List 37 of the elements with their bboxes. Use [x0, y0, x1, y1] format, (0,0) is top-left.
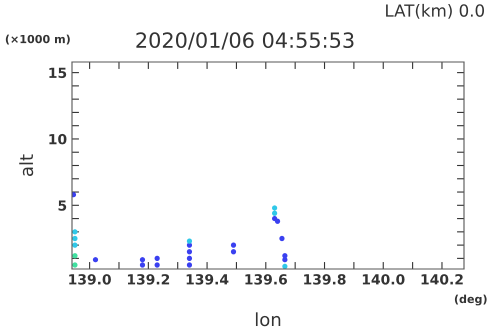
point	[140, 262, 146, 268]
x-tick-label: 139.6	[245, 274, 288, 285]
y-tick-label: 5	[58, 200, 66, 211]
point	[72, 253, 78, 258]
point	[272, 205, 278, 211]
chart-title: 2020/01/06 04:55:53	[136, 32, 354, 50]
point	[282, 253, 288, 258]
point	[154, 256, 160, 261]
point	[282, 264, 288, 269]
point	[230, 249, 236, 254]
point	[186, 249, 192, 254]
text: LAT(km) 0.0	[386, 4, 484, 19]
point	[230, 242, 236, 248]
point	[272, 210, 278, 216]
y-axis-title: alt	[19, 154, 34, 176]
point	[186, 256, 192, 261]
point	[154, 262, 160, 268]
point	[72, 236, 78, 242]
x-tick-label: 140.2	[422, 274, 463, 285]
x-tick-label: 139.8	[304, 274, 346, 285]
point	[186, 262, 192, 268]
point	[279, 236, 285, 242]
x-tick-label: 139.4	[186, 274, 228, 285]
point	[140, 257, 146, 262]
text: (×1000 m)	[6, 34, 70, 45]
y-tick-label: 10	[49, 134, 66, 144]
point	[72, 192, 76, 198]
point	[92, 257, 98, 262]
x-axis-title: lon	[256, 312, 280, 326]
x-tick-label: 140.0	[362, 274, 405, 285]
point	[72, 262, 78, 268]
point	[274, 218, 280, 224]
x-tick-label: 139.2	[128, 274, 170, 285]
text: (deg)	[454, 294, 487, 306]
y-tick-label: 15	[49, 68, 66, 78]
point	[186, 238, 192, 244]
x-tick-label: 139.0	[69, 274, 111, 285]
